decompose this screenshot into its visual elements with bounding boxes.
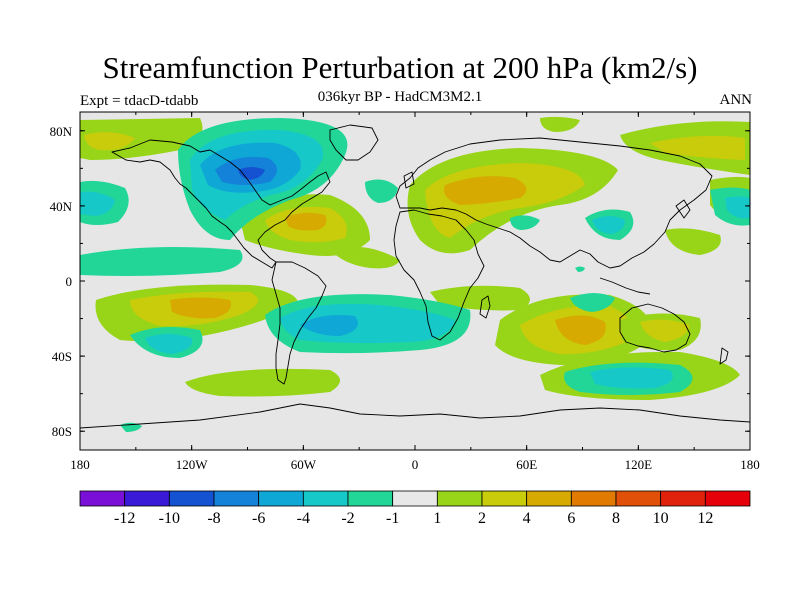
anomaly-negative-north-atlantic [365,179,398,203]
colorbar-label: -4 [297,510,310,527]
axis-labels: 180 120W 60W 0 60E 120E 180 80N 40N 0 40S 80S [50,124,760,472]
chart-title: Streamfunction Perturbation at 200 hPa (… [102,50,698,85]
lat-label: 0 [66,274,73,289]
anomaly-negative-equatorial-pacific [80,246,243,276]
colorbar-swatch [168,490,215,507]
anomaly-positive-eurasia-core [444,176,527,205]
coastline-uk [403,171,415,189]
colorbar-label: -10 [159,510,180,527]
anomaly-positive-australia-core [640,319,690,342]
lon-label: 180 [70,457,90,472]
colorbar-label: -8 [207,510,220,527]
coastline-africa [393,209,485,341]
coastline-antarctica [80,403,750,429]
anomaly-negative-north-america-center [238,167,265,180]
coastline-indonesia [599,277,651,295]
anomaly-positive-atlantic-core [285,212,327,231]
coastline-north-america [111,139,331,269]
lon-label: 120W [176,457,209,472]
lon-label: 0 [412,457,419,472]
colorbar-label: -12 [114,510,135,527]
coastline-madagascar [479,295,491,319]
colorbar-swatch [660,490,706,507]
anomaly-negative-southern-indian-core [590,367,673,389]
experiment-label: Expt = tdacD-tdabb [80,93,199,109]
lat-label: 40N [50,199,73,214]
anomaly-negative-asia-core [592,216,625,234]
coastline-greenland [329,124,379,161]
colorbar-swatch [615,490,662,507]
colorbar-label: -1 [386,510,399,527]
colorbar-label: 12 [697,510,713,527]
anomaly-positive-south-atlantic [430,285,530,311]
anomaly-negative-arabia [510,215,540,230]
anomaly-positive-tropical-atlantic [330,246,400,269]
anomaly-negative-central-pacific-east-core [725,196,750,219]
colorbar-swatch [704,490,751,507]
lat-label: 80N [50,124,73,139]
colorbar-swatch [392,490,438,507]
lat-label: 80S [52,424,72,439]
axis-ticks [79,112,751,450]
colorbar-swatch [302,490,349,507]
anomaly-negative-north-pacific-small [575,266,585,272]
anomaly-positive-east-pacific-north [540,116,580,132]
coastline-new-zealand [719,347,729,365]
coastline-australia [619,303,691,353]
coastline-south-america [271,261,327,385]
colorbar-swatch [481,490,528,507]
anomaly-positive-indian-ocean-core [555,315,606,345]
colorbar-label: 4 [523,510,531,527]
anomaly-negative-indonesia [570,293,615,312]
coastline-japan [675,199,691,219]
colorbar-swatch [258,490,304,507]
lon-label: 60E [516,457,537,472]
anomaly-positive-southern-ocean-west [185,368,340,397]
lat-label: 40S [52,349,72,364]
colorbar-label: 1 [433,510,441,527]
colorbar-swatch [79,490,126,507]
anomaly-negative-north-pacific-core [80,191,115,216]
coastline-eurasia [395,137,713,269]
colorbar-swatch [436,490,483,507]
lon-label: 180 [740,457,760,472]
anomaly-positive-west-pacific [665,228,721,255]
colorbar-labels: -12 -10 -8 -6 -4 -2 -1 1 2 4 6 8 10 12 [114,510,713,527]
colorbar-label: -2 [341,510,354,527]
colorbar-label: 6 [567,510,575,527]
anomaly-negative-south-america-inner [300,315,358,336]
colorbar-swatch [570,490,617,507]
colorbar-swatch [526,490,572,507]
colorbar-label: 8 [612,510,620,527]
lon-label: 60W [291,457,317,472]
colorbar [79,490,751,507]
anomaly-positive-south-pacific-core [170,297,231,319]
lon-label: 120E [625,457,653,472]
colorbar-label: 10 [653,510,669,527]
anomaly-positive-arctic-east-core [650,135,745,160]
subtitle: 036kyr BP - HadCM3M2.1 [317,89,483,105]
colorbar-swatch [213,490,260,507]
coastlines [80,124,750,429]
anomaly-positive-arctic-west-core [84,132,135,151]
colorbar-swatch [347,490,394,507]
season-label: ANN [719,92,753,108]
anomaly-negative-southeast-pacific-core [145,334,193,354]
colorbar-label: 2 [478,510,486,527]
colorbar-label: -6 [252,510,265,527]
colorbar-swatch [124,490,170,507]
